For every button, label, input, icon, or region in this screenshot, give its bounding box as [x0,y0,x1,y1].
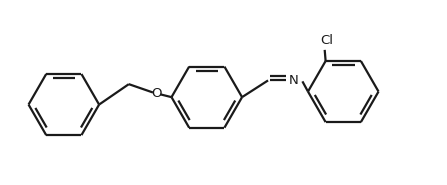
Text: Cl: Cl [320,34,333,47]
Text: N: N [289,74,299,87]
Text: O: O [152,87,162,100]
